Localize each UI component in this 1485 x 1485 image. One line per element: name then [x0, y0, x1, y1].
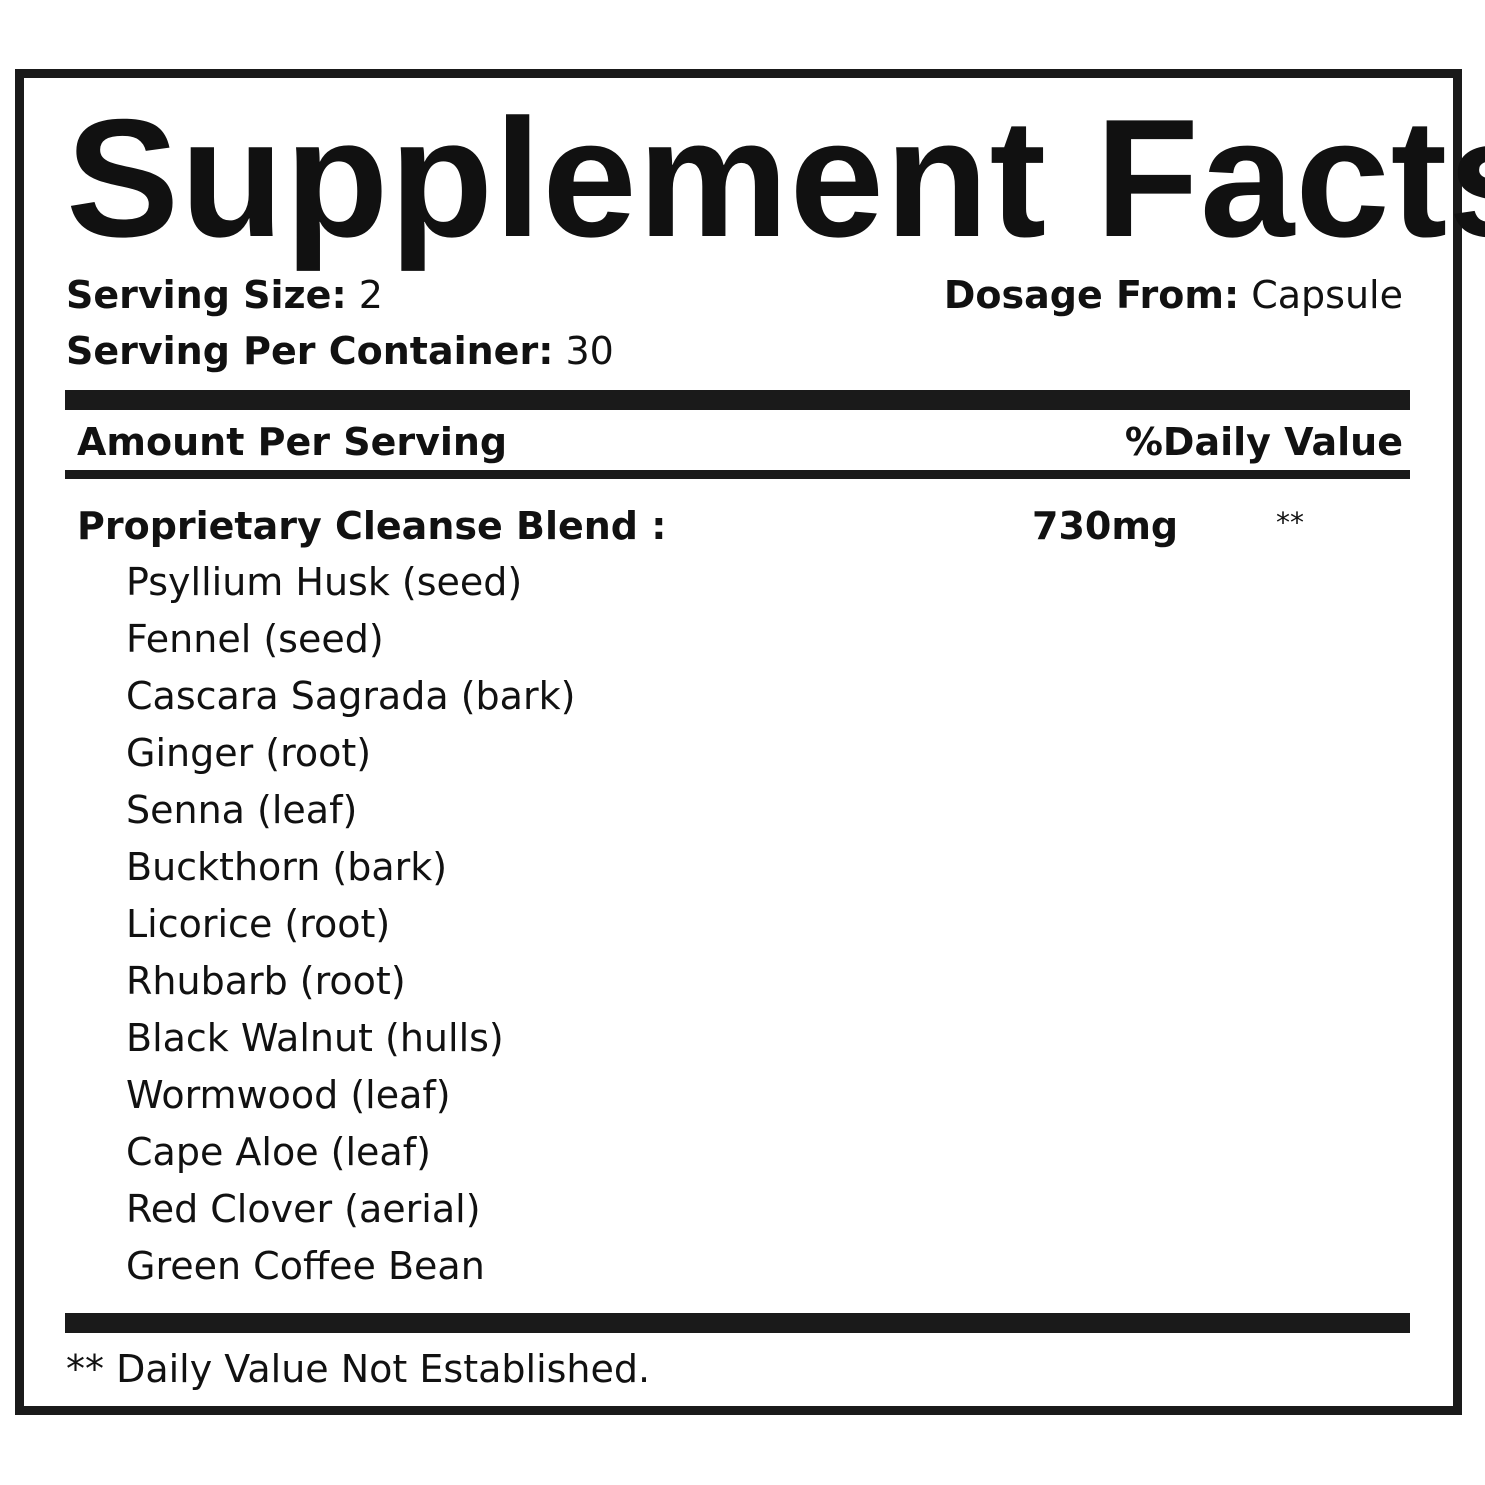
serving-size-value: 2: [358, 273, 383, 317]
ingredient-item: Senna (leaf): [126, 788, 358, 832]
thin-divider: [65, 470, 1410, 479]
ingredient-item: Buckthorn (bark): [126, 845, 448, 889]
ingredient-item: Ginger (root): [126, 731, 372, 775]
blend-amount: 730mg: [1032, 504, 1179, 548]
ingredient-item: Fennel (seed): [126, 617, 384, 661]
label-border: [15, 69, 1462, 1415]
dosage-form-label: Dosage From:: [943, 273, 1240, 317]
serving-size-label: Serving Size:: [66, 273, 347, 317]
ingredient-item: Red Clover (aerial): [126, 1187, 481, 1231]
blend-daily-value: **: [1276, 506, 1304, 539]
ingredient-item: Cascara Sagrada (bark): [126, 674, 576, 718]
ingredient-item: Rhubarb (root): [126, 959, 406, 1003]
serving-size: Serving Size: 2: [66, 270, 383, 320]
servings-per-container: Serving Per Container: 30: [66, 326, 614, 376]
bottom-divider: [65, 1313, 1410, 1333]
footnote: ** Daily Value Not Established.: [66, 1347, 651, 1391]
daily-value-header: %Daily Value: [1124, 420, 1403, 464]
blend-name: Proprietary Cleanse Blend :: [77, 504, 667, 548]
servings-per-container-label: Serving Per Container:: [66, 329, 554, 373]
servings-per-container-value: 30: [565, 329, 614, 373]
thick-divider: [65, 390, 1410, 410]
label-title: Supplement Facts: [66, 84, 1485, 272]
dosage-form-value: Capsule: [1251, 273, 1403, 317]
amount-per-serving-header: Amount Per Serving: [77, 420, 508, 464]
ingredient-item: Black Walnut (hulls): [126, 1016, 504, 1060]
ingredient-item: Licorice (root): [126, 902, 391, 946]
dosage-form: Dosage From: Capsule: [944, 270, 1403, 320]
ingredient-item: Psyllium Husk (seed): [126, 560, 523, 604]
ingredient-item: Cape Aloe (leaf): [126, 1130, 431, 1174]
ingredient-item: Green Coffee Bean: [126, 1244, 485, 1288]
ingredient-item: Wormwood (leaf): [126, 1073, 451, 1117]
